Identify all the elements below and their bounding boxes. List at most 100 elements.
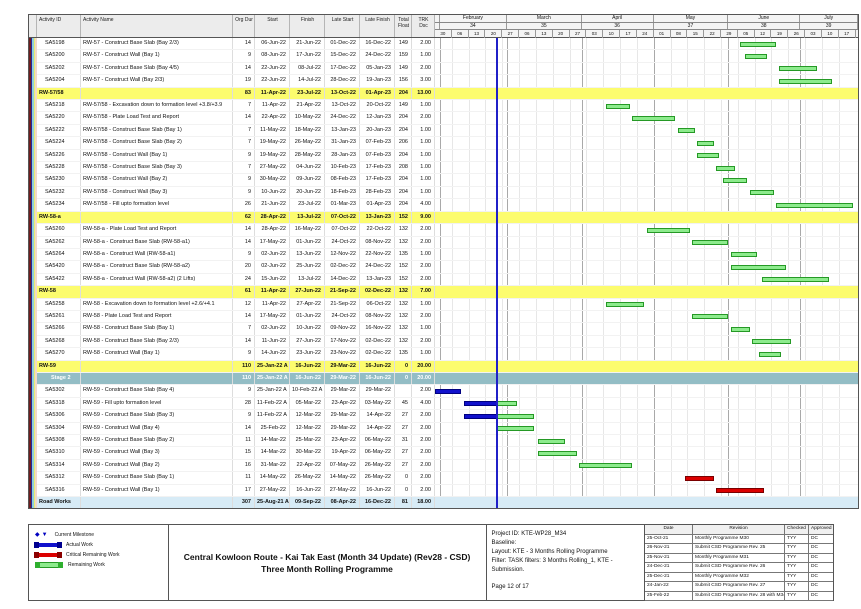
activity-row: SA5266 RW-58 - Construct Base Slab (Bay 1…: [29, 323, 858, 336]
summary-row: RW-58-a 62 28-Apr-22 13-Jul-22 07-Oct-22 13-J…: [29, 211, 858, 225]
info-block: Project ID: KTE-WP28_M34 Baseline: Layou…: [487, 525, 646, 600]
remaining-work-bar: [778, 78, 832, 84]
legend-label: Actual Work: [66, 542, 93, 548]
org-dur: 16: [233, 459, 255, 472]
activity-id: SA5420: [37, 261, 81, 273]
finish-date: 18-May-22: [290, 124, 325, 137]
org-dur: 26: [233, 199, 255, 211]
legend-label: Remaining Work: [68, 562, 105, 568]
gantt-row: [435, 336, 858, 347]
late-start: 13-Oct-22: [325, 87, 360, 100]
total-float: 204: [395, 149, 412, 162]
start-date: 11-May-22: [255, 124, 290, 137]
activity-row: SA5224 RW-57/58 - Construct Base Slab (Ba…: [29, 137, 858, 150]
late-finish: 06-May-22: [360, 447, 395, 459]
activity-id: SA5268: [37, 335, 81, 348]
total-float: 27: [395, 459, 412, 472]
trk-value: 2.00: [412, 261, 435, 273]
timeline-weeks: 30 06 13 20 27 06 13 20 27 03 10 17 24 01 08 15 22 29 05 12…: [435, 30, 858, 38]
group-color-stripes: [29, 38, 37, 508]
late-start: 29-Mar-22: [325, 422, 360, 434]
activity-id: RW-58-a: [37, 211, 81, 224]
column-header: Finish: [290, 15, 325, 37]
gantt-row: [435, 472, 858, 483]
column-header: Total Float: [395, 15, 412, 37]
late-finish: 07-Feb-23: [360, 149, 395, 162]
trk-value: 1.00: [412, 248, 435, 261]
activity-row: SA5262 RW-58-a - Construct Base Slab (RW-…: [29, 236, 858, 249]
critical-work-bar: [716, 488, 765, 494]
finish-date: 21-Jun-22: [290, 38, 325, 50]
late-finish: 05-Jan-23: [360, 62, 395, 75]
month-label: [435, 15, 440, 22]
total-float: 0: [395, 472, 412, 484]
late-start: 15-Dec-22: [325, 50, 360, 62]
late-finish: 06-May-22: [360, 435, 395, 447]
remaining-work-bar: [497, 401, 517, 407]
total-float: 156: [395, 75, 412, 87]
trk-value: 2.00: [412, 472, 435, 484]
week-tick-label: 10: [603, 30, 621, 38]
activity-id: SA5230: [37, 174, 81, 186]
late-finish: 02-Dec-22: [360, 286, 395, 298]
gantt-row: [435, 348, 858, 359]
activity-id: SA5302: [37, 385, 81, 397]
trk-value: 20.00: [412, 372, 435, 385]
revision-cell: TYY: [785, 591, 810, 601]
activity-name: RW-59 - Construct Base Slab (Bay 3): [81, 410, 233, 422]
trk-value: 2.00: [412, 447, 435, 459]
gantt-row: [435, 410, 858, 421]
activity-name: [81, 360, 233, 372]
trk-value: 2.00: [412, 62, 435, 75]
start-date: 25-Jan-22 A: [255, 372, 290, 385]
activity-name: RW-59 - Construct Wall (Bay 2): [81, 459, 233, 472]
baseline-label: Baseline:: [491, 540, 517, 546]
finish-date: 14-Jul-22: [290, 75, 325, 87]
late-start: 21-Sep-22: [325, 298, 360, 310]
remaining-work-bar: [579, 463, 633, 469]
period-label: [435, 23, 440, 29]
revision-table: Date Revision Checked Approved 25-Oct-21 Mont…: [645, 525, 834, 601]
activity-id: SA5218: [37, 100, 81, 112]
late-finish: 22-Oct-22: [360, 224, 395, 236]
start-date: 22-Jun-22: [255, 62, 290, 75]
remaining-work-bar: [696, 140, 714, 146]
activity-name: RW-57 - Construct Wall (Bay 1): [81, 50, 233, 62]
remaining-work-bar: [497, 426, 534, 432]
start-date: 02-Jun-22: [255, 261, 290, 273]
gantt-row: [435, 447, 858, 458]
legend-item: ◆ ▼ Current Milestone: [35, 530, 168, 540]
trk-value: 1.00: [412, 50, 435, 62]
remaining-work-bar: [778, 66, 818, 72]
column-header: Late Finish: [360, 15, 395, 37]
remaining-work-bar: [538, 450, 577, 456]
start-date: 06-Jun-22: [255, 38, 290, 50]
late-start: 13-Jan-23: [325, 124, 360, 137]
start-date: 15-Jun-22: [255, 273, 290, 286]
start-date: 27-May-22: [255, 162, 290, 174]
activity-row: SA5268 RW-58 - Construct Base Slab (Bay 2…: [29, 335, 858, 349]
remaining-work-bar: [677, 128, 695, 134]
total-float: 27: [395, 422, 412, 434]
column-header: Activity Name: [81, 15, 233, 37]
week-tick-label: 27: [502, 30, 520, 38]
start-date: 08-Jun-22: [255, 50, 290, 62]
revision-row: 24-Jan-22 Submit CSD Programme Rev. 27 TYY…: [645, 582, 834, 592]
late-start: 17-Nov-22: [325, 335, 360, 348]
trk-value: 2.00: [412, 422, 435, 434]
trk-value: 1.00: [412, 124, 435, 137]
week-tick-label: 03: [586, 30, 604, 38]
activity-id: SA5312: [37, 472, 81, 484]
trk-value: 1.00: [412, 348, 435, 360]
revision-cell: Monthly Programme M32: [693, 572, 786, 582]
week-tick-label: 05: [738, 30, 755, 38]
start-date: 14-May-22: [255, 472, 290, 484]
total-float: 132: [395, 236, 412, 248]
activity-id: RW-57/58: [37, 87, 81, 100]
finish-date: 10-May-22: [290, 112, 325, 124]
activity-name: RW-58 - Construct Wall (Bay 1): [81, 348, 233, 360]
group-stripe: [29, 38, 31, 508]
week-tick-label: 17: [620, 30, 637, 38]
finish-date: 16-May-22: [290, 224, 325, 236]
org-dur: 307: [233, 497, 255, 508]
